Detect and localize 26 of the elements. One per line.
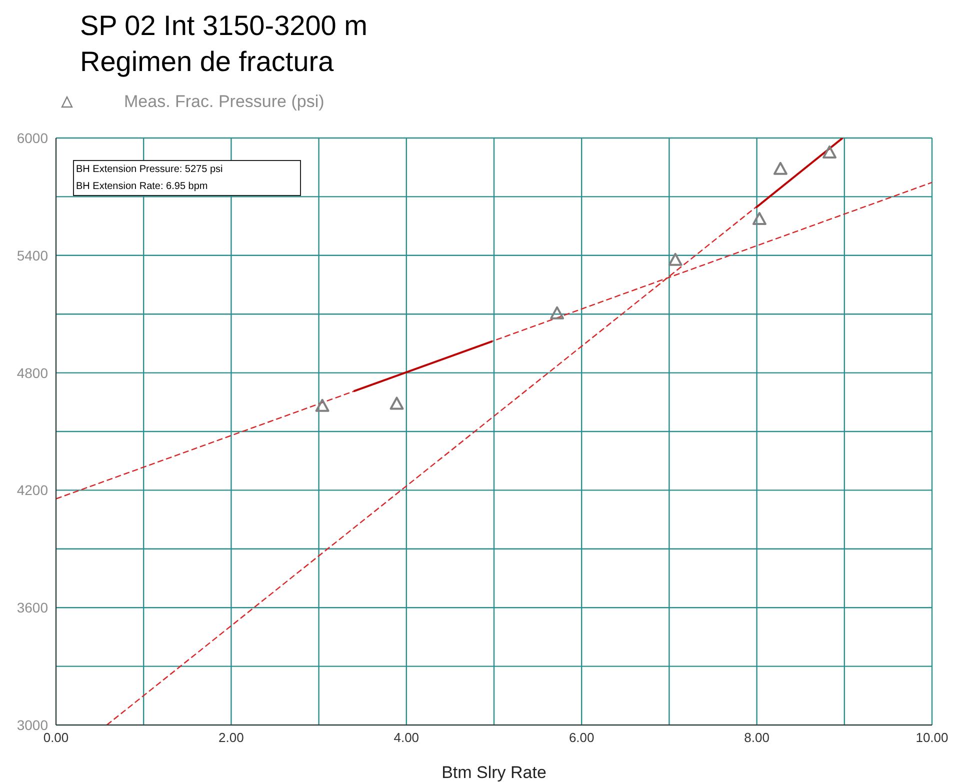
point xyxy=(668,252,682,266)
x-tick-label: 10.00 xyxy=(916,730,948,746)
text: Meas. Frac. Pressure (psi) xyxy=(124,92,324,112)
y-tick-label: 4200 xyxy=(16,482,48,498)
point xyxy=(822,145,837,158)
y-tick-label: 4800 xyxy=(16,364,48,381)
y-tick-label: 3000 xyxy=(16,716,48,733)
point xyxy=(315,398,330,412)
point xyxy=(773,162,788,175)
y-tick-label: 5400 xyxy=(16,247,48,264)
annotation: BH Extension Pressure: 5275 psi xyxy=(76,163,224,177)
chart-title: SP 02 Int 3150-3200 m xyxy=(80,9,368,43)
x-tick-label: 4.00 xyxy=(394,730,420,746)
x-tick-label: 2.00 xyxy=(218,730,244,746)
point xyxy=(550,306,564,320)
point xyxy=(752,212,766,226)
y-tick-label: 6000 xyxy=(16,130,48,146)
x-axis-title: Btm Slry Rate xyxy=(442,763,546,782)
annotation-box: BH Extension Pressure: 5275 psi BH Extension Rate: 6.95 bpm xyxy=(73,160,301,196)
x-tick-label: 6.00 xyxy=(568,730,594,746)
x-tick-label: 8.00 xyxy=(744,730,770,746)
x-tick-label: 0.00 xyxy=(43,730,69,746)
point xyxy=(390,396,404,410)
y-tick-label: 3600 xyxy=(16,600,48,616)
annotation: BH Extension Rate: 6.95 bpm xyxy=(76,180,209,194)
chart-subtitle: Regimen de fractura xyxy=(80,45,335,79)
